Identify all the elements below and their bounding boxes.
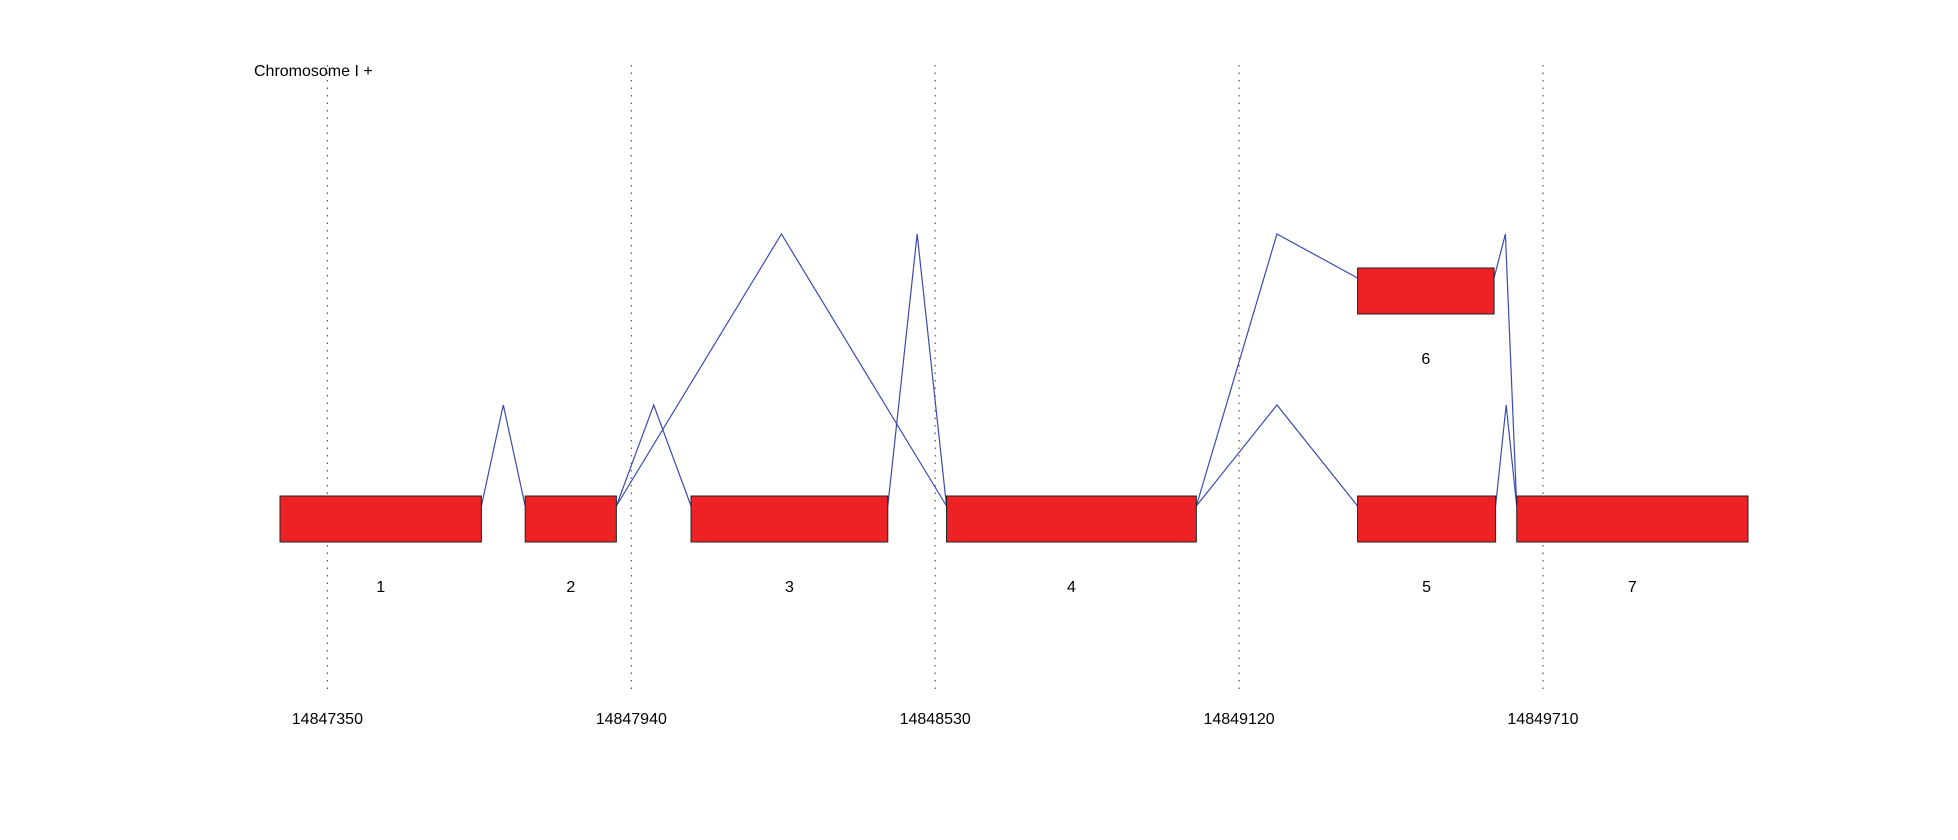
exon bbox=[1357, 267, 1495, 315]
intron bbox=[1195, 404, 1359, 507]
exon-label: 2 bbox=[566, 579, 575, 596]
exon bbox=[690, 495, 889, 543]
exon bbox=[279, 495, 482, 543]
intron bbox=[1493, 233, 1518, 507]
title: Chromosome I + bbox=[254, 63, 373, 80]
tick-label: 14847350 bbox=[292, 711, 363, 728]
tick-label: 14847940 bbox=[596, 711, 667, 728]
tick-label: 14849120 bbox=[1203, 711, 1274, 728]
exon-label: 1 bbox=[376, 579, 385, 596]
exon-label: 3 bbox=[785, 579, 794, 596]
intron bbox=[887, 233, 948, 507]
intron bbox=[1195, 233, 1358, 507]
exon bbox=[1516, 495, 1749, 543]
tick-label: 14848530 bbox=[900, 711, 971, 728]
intron bbox=[615, 403, 692, 507]
exon-label: 5 bbox=[1422, 579, 1431, 596]
exon bbox=[946, 495, 1197, 543]
intron bbox=[1495, 404, 1518, 507]
intron bbox=[480, 404, 526, 507]
tick-label: 14849710 bbox=[1507, 711, 1578, 728]
exon-label: 4 bbox=[1067, 579, 1076, 596]
intron bbox=[615, 232, 948, 507]
exon-label: 6 bbox=[1421, 351, 1430, 368]
exon bbox=[524, 495, 617, 543]
exon bbox=[1357, 495, 1497, 543]
exon-label: 7 bbox=[1628, 579, 1637, 596]
